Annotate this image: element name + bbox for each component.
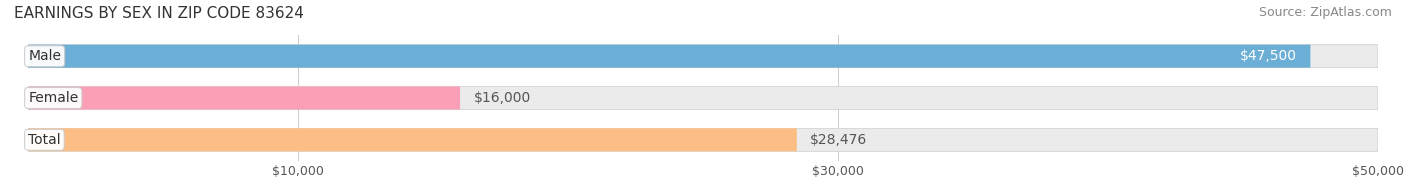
Text: EARNINGS BY SEX IN ZIP CODE 83624: EARNINGS BY SEX IN ZIP CODE 83624: [14, 6, 304, 21]
FancyBboxPatch shape: [28, 128, 797, 151]
Text: Source: ZipAtlas.com: Source: ZipAtlas.com: [1258, 6, 1392, 19]
FancyBboxPatch shape: [28, 86, 1378, 110]
Text: Female: Female: [28, 91, 79, 105]
Text: $28,476: $28,476: [810, 133, 868, 147]
Text: Total: Total: [28, 133, 60, 147]
FancyBboxPatch shape: [28, 86, 460, 110]
Text: $16,000: $16,000: [474, 91, 531, 105]
Text: $47,500: $47,500: [1240, 49, 1296, 63]
FancyBboxPatch shape: [28, 128, 1378, 151]
FancyBboxPatch shape: [28, 45, 1310, 68]
FancyBboxPatch shape: [28, 45, 1378, 68]
Text: Male: Male: [28, 49, 60, 63]
